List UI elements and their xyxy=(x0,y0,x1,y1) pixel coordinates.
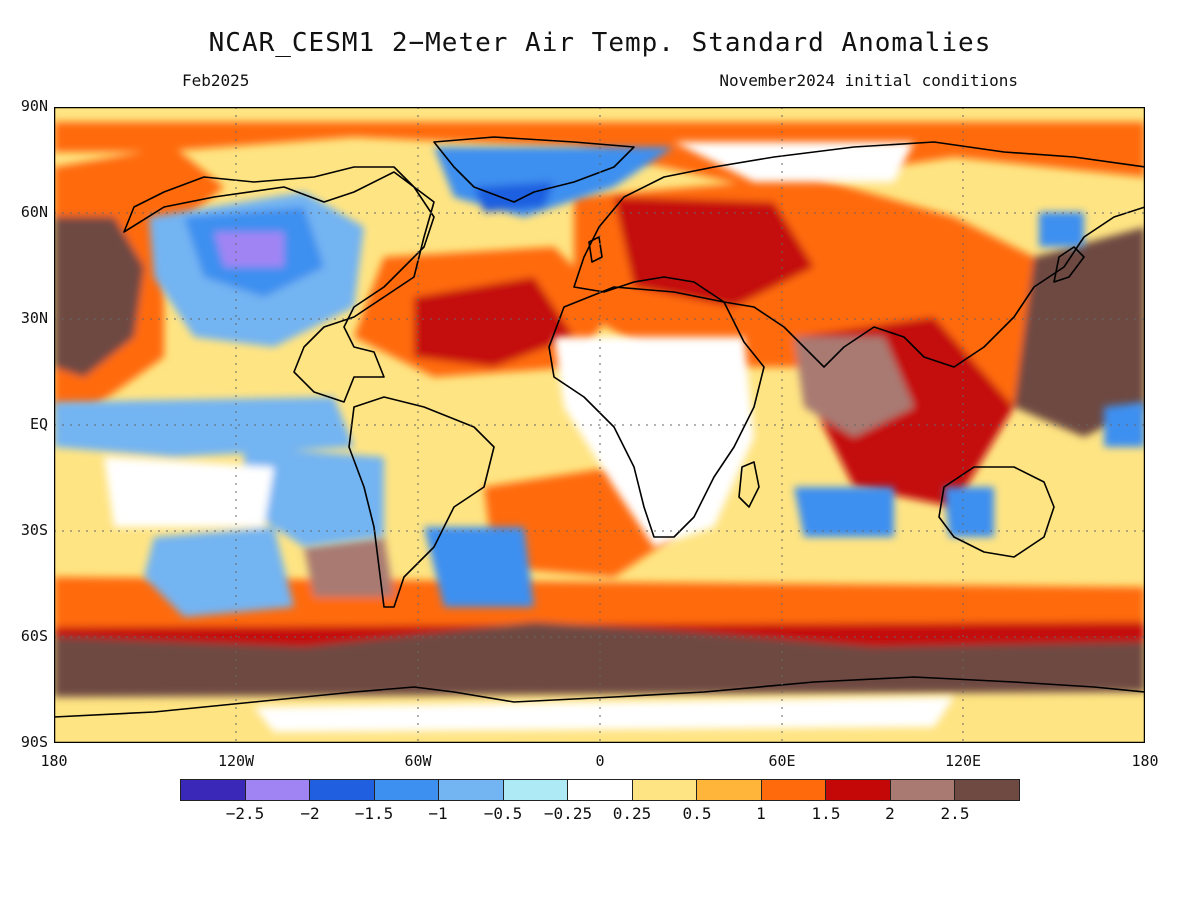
region-south-pacific-blue xyxy=(144,527,294,617)
lat-label-90n: 90N xyxy=(20,97,48,115)
init-conditions-label: November2024 initial conditions xyxy=(719,71,1018,90)
region-australia-blue xyxy=(944,487,994,537)
region-indian-brown xyxy=(794,337,914,437)
region-atlantic-red xyxy=(414,277,574,367)
lon-label-180e: 180 xyxy=(1131,752,1159,770)
colorbar-tick-label: 1 xyxy=(756,804,766,823)
lon-label-60w: 60W xyxy=(404,752,432,770)
region-europe-red xyxy=(614,197,814,307)
colorbar-swatch-3 xyxy=(374,780,440,800)
region-north-pacific-brown xyxy=(54,217,144,377)
coastline-japan xyxy=(1053,246,1085,283)
region-se-pacific-blue xyxy=(244,447,384,547)
colorbar-swatch-11 xyxy=(890,780,956,800)
lon-label-120w: 120W xyxy=(217,752,255,770)
colorbar-tick-label: −0.5 xyxy=(483,804,523,823)
coastlines xyxy=(54,136,1145,718)
colorbar-swatch-9 xyxy=(761,780,827,800)
colorbar-swatch-10 xyxy=(826,780,891,800)
region-west-pacific-brown xyxy=(1014,227,1145,437)
colorbar-swatch-6 xyxy=(568,780,633,800)
region-indian-ocean-blue xyxy=(794,487,894,537)
coastline-eurasia xyxy=(573,141,1145,368)
colorbar-swatch-12 xyxy=(955,780,1019,800)
coastline-australia xyxy=(938,466,1055,558)
colorbar-tick-label: −0.25 xyxy=(543,804,593,823)
colorbar-tick-label: 0.25 xyxy=(612,804,652,823)
region-south-atlantic-blue xyxy=(424,527,534,607)
region-asia-blue xyxy=(1039,212,1084,247)
colorbar-tick-label: 1.5 xyxy=(811,804,841,823)
region-east-pacific-blue xyxy=(1104,402,1145,447)
lon-label-60e: 60E xyxy=(768,752,796,770)
lon-label-120e: 120E xyxy=(944,752,982,770)
lat-label-30s: 30S xyxy=(20,521,48,539)
colorbar-swatch-4 xyxy=(439,780,504,800)
colorbar-swatch-2 xyxy=(310,780,375,800)
colorbar-tick-label: 2.5 xyxy=(940,804,970,823)
region-central-pacific-white xyxy=(104,457,274,527)
colorbar-tick-label: −2.5 xyxy=(225,804,265,823)
region-equatorial-pacific-blue xyxy=(54,397,354,457)
anomaly-field-cool-layer xyxy=(54,142,1145,732)
region-arctic-orange xyxy=(54,122,1145,187)
lon-label-180w: 180 xyxy=(40,752,68,770)
region-africa-white xyxy=(554,337,754,547)
colorbar-swatch-0 xyxy=(181,780,246,800)
lon-label-0: 0 xyxy=(595,752,605,770)
anomaly-map xyxy=(54,107,1145,743)
chart-title: NCAR_CESM1 2−Meter Air Temp. Standard An… xyxy=(208,28,992,58)
colorbar-tick-label: 2 xyxy=(885,804,895,823)
colorbar-swatch-8 xyxy=(697,780,762,800)
valid-month-label: Feb2025 xyxy=(182,71,250,90)
colorbar xyxy=(180,779,1020,801)
coastline-greenland xyxy=(433,136,635,203)
region-nw-north-america-purple xyxy=(214,232,284,267)
coastline-antarctica xyxy=(54,676,1145,718)
coastline-north-america xyxy=(123,166,435,403)
region-central-pacific-brown xyxy=(304,537,394,597)
colorbar-tick-label: 0.5 xyxy=(682,804,712,823)
colorbar-tick-label: −1 xyxy=(428,804,448,823)
lat-label-eq: EQ xyxy=(29,415,48,433)
region-antarctica-white xyxy=(254,697,954,732)
coastline-madagascar xyxy=(738,461,760,508)
graticule xyxy=(54,107,1145,743)
colorbar-tick-label: −1.5 xyxy=(354,804,394,823)
colorbar-tick-label: −2 xyxy=(300,804,320,823)
colorbar-swatch-5 xyxy=(503,780,569,800)
colorbar-swatch-7 xyxy=(632,780,698,800)
colorbar-swatch-1 xyxy=(245,780,311,800)
map-frame xyxy=(54,107,1145,743)
coastline-uk xyxy=(588,236,603,263)
lat-label-90s: 90S xyxy=(20,733,48,751)
lat-label-60s: 60S xyxy=(20,627,48,645)
lat-label-30n: 30N xyxy=(20,309,48,327)
region-arctic-white xyxy=(674,142,914,182)
coastline-south-america xyxy=(348,396,495,608)
region-greenland-indigo xyxy=(474,182,554,212)
lat-label-60n: 60N xyxy=(20,203,48,221)
